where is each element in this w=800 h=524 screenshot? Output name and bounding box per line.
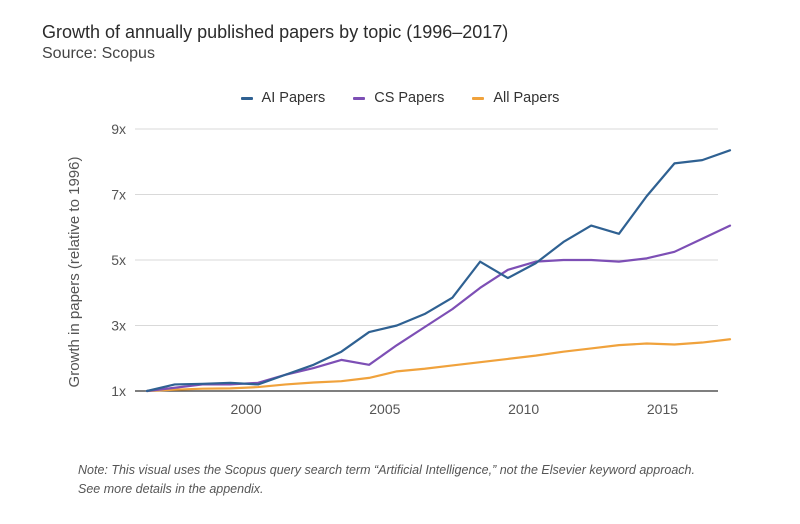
- chart-title: Growth of annually published papers by t…: [42, 22, 509, 42]
- series-line-ai-papers[interactable]: [145, 149, 732, 393]
- x-tick-label: 2015: [647, 401, 678, 417]
- legend-label-cs-papers: CS Papers: [374, 90, 445, 106]
- y-tick-label: 1x: [111, 383, 126, 399]
- x-axis-ticks: 2000 2005 2010 2015: [230, 401, 678, 417]
- legend-item-cs-papers[interactable]: CS Papers: [353, 90, 444, 106]
- y-axis-label: Growth in papers (relative to 1996): [66, 157, 83, 388]
- x-tick-label: 2000: [230, 401, 261, 417]
- line-chart: 1x 3x 5x 7x 9x 2000 2005 2010 2015 Growth in pa…: [66, 121, 732, 417]
- series-lines: [145, 149, 732, 393]
- y-tick-label: 9x: [111, 121, 126, 137]
- gridlines: [135, 128, 718, 392]
- y-axis-ticks: 1x 3x 5x 7x 9x: [111, 121, 126, 399]
- footnote: Note: This visual uses the Scopus query …: [78, 463, 695, 496]
- x-tick-label: 2010: [508, 401, 539, 417]
- series-line-all-papers[interactable]: [145, 338, 732, 393]
- legend-swatch-all-papers: [472, 96, 485, 100]
- y-tick-label: 7x: [111, 187, 126, 203]
- legend-swatch-ai-papers: [240, 96, 253, 100]
- legend-label-ai-papers: AI Papers: [261, 90, 326, 106]
- legend-swatch-cs-papers: [353, 96, 366, 100]
- legend: AI Papers CS Papers All Papers: [0, 88, 800, 108]
- legend-item-all-papers[interactable]: All Papers: [472, 90, 559, 106]
- chart-subtitle: Source: Scopus: [42, 45, 155, 62]
- x-tick-label: 2005: [369, 401, 400, 417]
- legend-item-ai-papers[interactable]: AI Papers: [240, 90, 326, 106]
- legend-label-all-papers: All Papers: [493, 90, 560, 106]
- y-tick-label: 5x: [111, 252, 126, 268]
- y-tick-label: 3x: [111, 318, 126, 334]
